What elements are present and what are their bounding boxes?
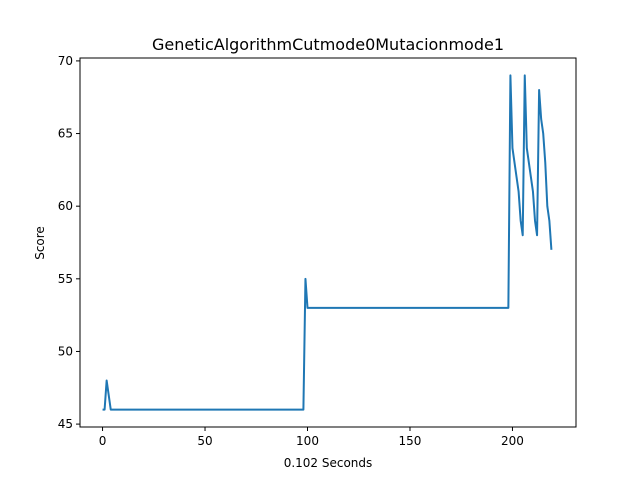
series-line — [102, 74, 553, 411]
y-tick-label: 70 — [58, 54, 73, 68]
x-axis: 0 50 100 150 200 — [99, 427, 524, 448]
axes-frame — [79, 57, 577, 428]
y-tick-label: 45 — [58, 417, 73, 431]
x-tick-label: 200 — [501, 434, 524, 448]
y-tick-label: 65 — [58, 127, 73, 141]
x-tick-label: 0 — [99, 434, 107, 448]
x-axis-label: 0.102 Seconds — [284, 456, 373, 470]
y-axis-label: Score — [33, 226, 47, 260]
y-tick-label: 55 — [58, 272, 73, 286]
y-axis: 45 50 55 60 65 70 — [58, 54, 80, 431]
chart-title: GeneticAlgorithmCutmode0Mutacionmode1 — [152, 35, 504, 54]
x-tick-label: 50 — [197, 434, 212, 448]
y-tick-label: 50 — [58, 344, 73, 358]
y-tick-label: 60 — [58, 199, 73, 213]
x-tick-label: 100 — [296, 434, 319, 448]
x-tick-label: 150 — [399, 434, 422, 448]
